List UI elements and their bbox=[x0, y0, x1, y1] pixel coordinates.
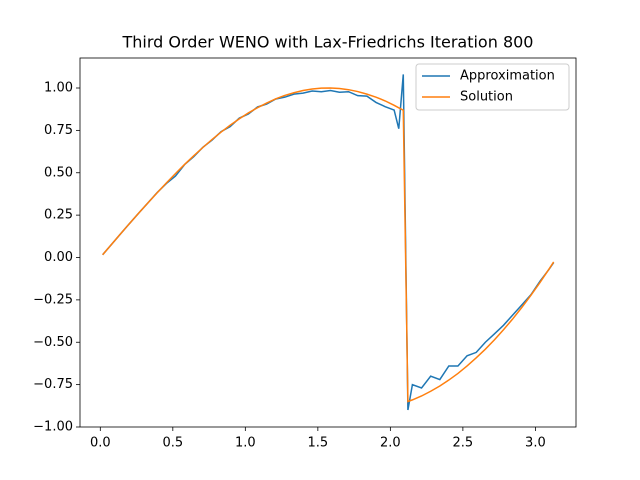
y-tick-label: −0.25 bbox=[33, 292, 73, 307]
y-tick-label: 0.00 bbox=[44, 250, 73, 265]
x-tick-label: 2.0 bbox=[380, 436, 401, 451]
y-tick-label: −0.75 bbox=[33, 377, 73, 392]
y-tick-label: 0.75 bbox=[44, 123, 73, 138]
plot-frame bbox=[79, 57, 577, 428]
y-tick-label: −0.50 bbox=[33, 335, 73, 350]
y-tick-label: 1.00 bbox=[44, 81, 73, 96]
x-tick-label: 1.5 bbox=[308, 436, 329, 451]
y-tick-label: −1.00 bbox=[33, 420, 73, 435]
data-line bbox=[102, 87, 555, 403]
legend-label: Approximation bbox=[460, 69, 555, 84]
chart-title: Third Order WENO with Lax-Friedrichs Ite… bbox=[122, 33, 534, 52]
x-tick-label: 2.5 bbox=[453, 436, 474, 451]
legend-label: Solution bbox=[460, 90, 513, 105]
x-tick-label: 3.0 bbox=[525, 436, 546, 451]
x-tick-label: 0.0 bbox=[90, 436, 111, 451]
legend-box bbox=[415, 63, 570, 111]
y-tick-label: 0.50 bbox=[44, 165, 73, 180]
y-tick-label: 0.25 bbox=[44, 208, 73, 223]
x-tick-label: 1.0 bbox=[235, 436, 256, 451]
x-tick-label: 0.5 bbox=[162, 436, 183, 451]
legend: Approximation Solution bbox=[415, 63, 570, 111]
